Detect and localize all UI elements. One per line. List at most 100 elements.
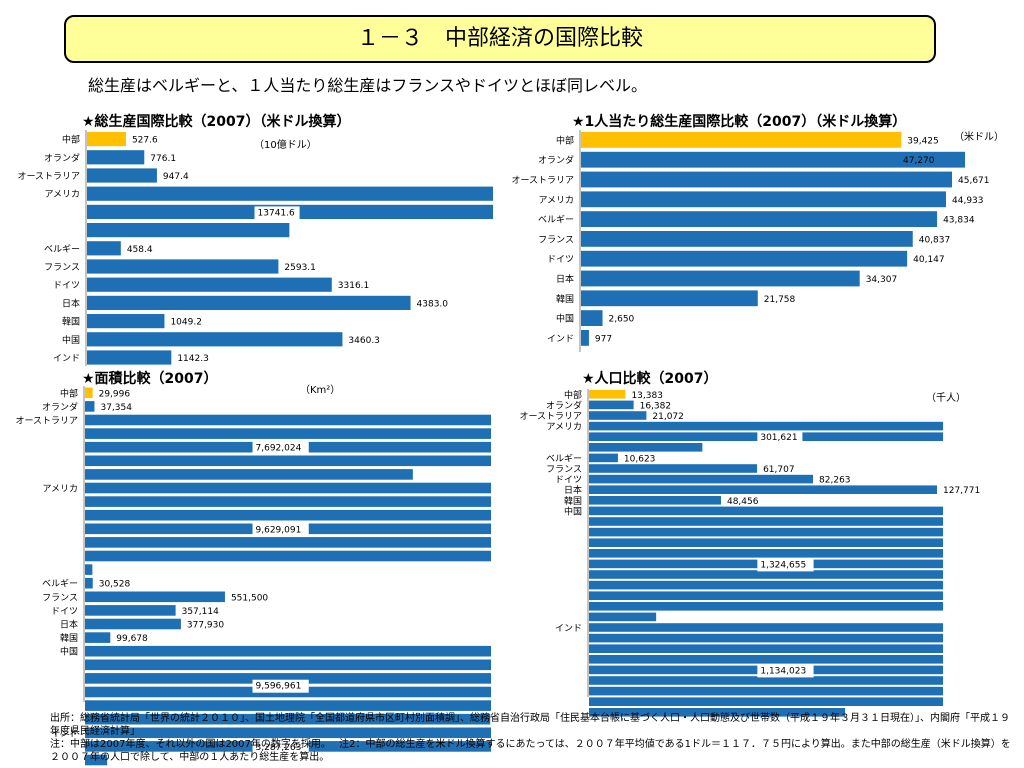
bar — [589, 453, 618, 463]
category-label: 中国 — [62, 334, 80, 346]
value-label: 82,263 — [819, 476, 851, 486]
bar-segment — [85, 537, 491, 548]
value-label: 2,650 — [609, 315, 635, 325]
bar — [85, 414, 491, 426]
value-label: 4383.0 — [417, 299, 449, 309]
bar — [87, 277, 332, 292]
category-label: フランス — [546, 464, 582, 475]
bar — [581, 151, 965, 168]
bar — [581, 191, 947, 208]
value-label: 2593.1 — [284, 263, 316, 273]
category-label: 中部 — [60, 387, 78, 399]
bar-segment — [589, 570, 944, 579]
category-label: ベルギー — [42, 579, 78, 590]
population-chart: 中部 13,383 オランダ 16,382 オーストラリア 21,072 アメリカ 301,6… — [519, 389, 980, 717]
bar — [581, 231, 913, 247]
bar — [589, 506, 944, 516]
area-chart-unit: （Km²） — [300, 385, 341, 396]
bar — [589, 411, 647, 420]
category-label: フランス — [42, 592, 78, 603]
value-label-bg — [252, 523, 309, 537]
bar-segment — [589, 591, 944, 600]
category-label: 日本 — [60, 619, 78, 631]
category-label: ベルギー — [44, 244, 80, 255]
category-label: 中国 — [556, 313, 574, 325]
category-label: ドイツ — [53, 281, 80, 291]
value-label-bg — [757, 664, 814, 678]
value-label: 21,758 — [764, 295, 796, 305]
value-label: 48,456 — [727, 497, 759, 507]
bar — [581, 330, 589, 346]
category-label: 日本 — [62, 297, 80, 309]
bar — [589, 623, 944, 632]
value-label: 1,134,023 — [760, 666, 806, 676]
gdp-chart: 中部 527.6 オランダ 776.1 オーストラリア 947.4 アメリカ 13741.6 ベ… — [17, 130, 493, 366]
bar-segment — [589, 612, 657, 622]
bar-segment — [85, 659, 491, 671]
bar — [87, 186, 493, 201]
category-label: オランダ — [42, 401, 78, 413]
category-label: フランス — [44, 262, 80, 273]
category-label: インド — [53, 354, 80, 364]
value-label: 45,671 — [958, 176, 990, 186]
bar — [87, 132, 126, 147]
value-label: 40,147 — [913, 255, 945, 265]
bar-segment — [589, 549, 944, 558]
value-label: 527.6 — [132, 136, 158, 146]
bar — [581, 290, 758, 307]
value-label: 1142.3 — [177, 354, 209, 364]
bar-segment — [589, 580, 944, 590]
bar — [85, 401, 95, 412]
category-label: 日本 — [556, 273, 574, 285]
category-label: 日本 — [564, 484, 582, 496]
bar-segment — [85, 509, 491, 521]
population-chart-unit: （千人） — [926, 393, 966, 404]
bar-segment — [589, 644, 944, 653]
bar — [589, 390, 626, 399]
category-label: フランス — [538, 234, 574, 245]
value-label: 1,324,655 — [760, 560, 806, 570]
bar-segment — [589, 708, 846, 717]
gdp-chart-title: ★総生産国際比較（2007）（米ドル換算） — [82, 114, 351, 130]
category-label: ドイツ — [547, 255, 574, 265]
category-label: オーストラリア — [511, 175, 574, 186]
value-label-bg — [252, 740, 309, 754]
bar — [85, 577, 93, 589]
value-label: 127,771 — [943, 486, 980, 496]
value-label: 1049.2 — [170, 318, 202, 328]
bar-segment — [589, 633, 944, 643]
bar-segment — [85, 564, 93, 575]
value-label-bg — [254, 206, 300, 220]
value-label: 40,837 — [919, 235, 951, 245]
value-label: 3,287,263 — [256, 743, 302, 753]
population-chart-title: ★人口比較（2007） — [582, 371, 718, 387]
category-label: オーストラリア — [17, 171, 80, 182]
value-label: 458.4 — [127, 245, 153, 255]
area-chart: 中部 29,996 オランダ 37,354 オーストラリア 7,692,024 アメリカ 9,… — [15, 386, 491, 766]
value-label: 3316.1 — [338, 281, 370, 291]
value-label: 3460.3 — [348, 336, 380, 346]
category-label: オランダ — [44, 152, 80, 164]
category-label: オランダ — [538, 154, 574, 166]
bar — [85, 632, 111, 643]
category-label: インド — [555, 624, 582, 634]
bar — [581, 270, 860, 287]
category-label: ベルギー — [538, 215, 574, 226]
bar — [581, 250, 908, 267]
category-label: 韓国 — [60, 633, 78, 644]
value-label: 34,307 — [866, 275, 898, 285]
value-label: 16,382 — [640, 401, 672, 411]
bar-segment — [589, 443, 703, 452]
category-label: オーストラリア — [519, 411, 582, 422]
value-label: 29,996 — [99, 389, 131, 399]
bar — [87, 350, 172, 365]
value-label: 9,596,961 — [256, 682, 302, 692]
bar-segment — [85, 469, 413, 480]
category-label: インド — [51, 729, 78, 739]
category-label: ドイツ — [51, 607, 78, 617]
category-label: ドイツ — [555, 476, 582, 486]
value-label: 37,354 — [100, 403, 132, 413]
notes: 出所：総務省統計局「世界の統計２０１０」、国土地理院「全国都道府県市区町村別面積… — [50, 712, 1018, 764]
category-label: 中部 — [62, 134, 80, 146]
main-title: １－３ 中部経済の国際比較 — [64, 15, 936, 63]
